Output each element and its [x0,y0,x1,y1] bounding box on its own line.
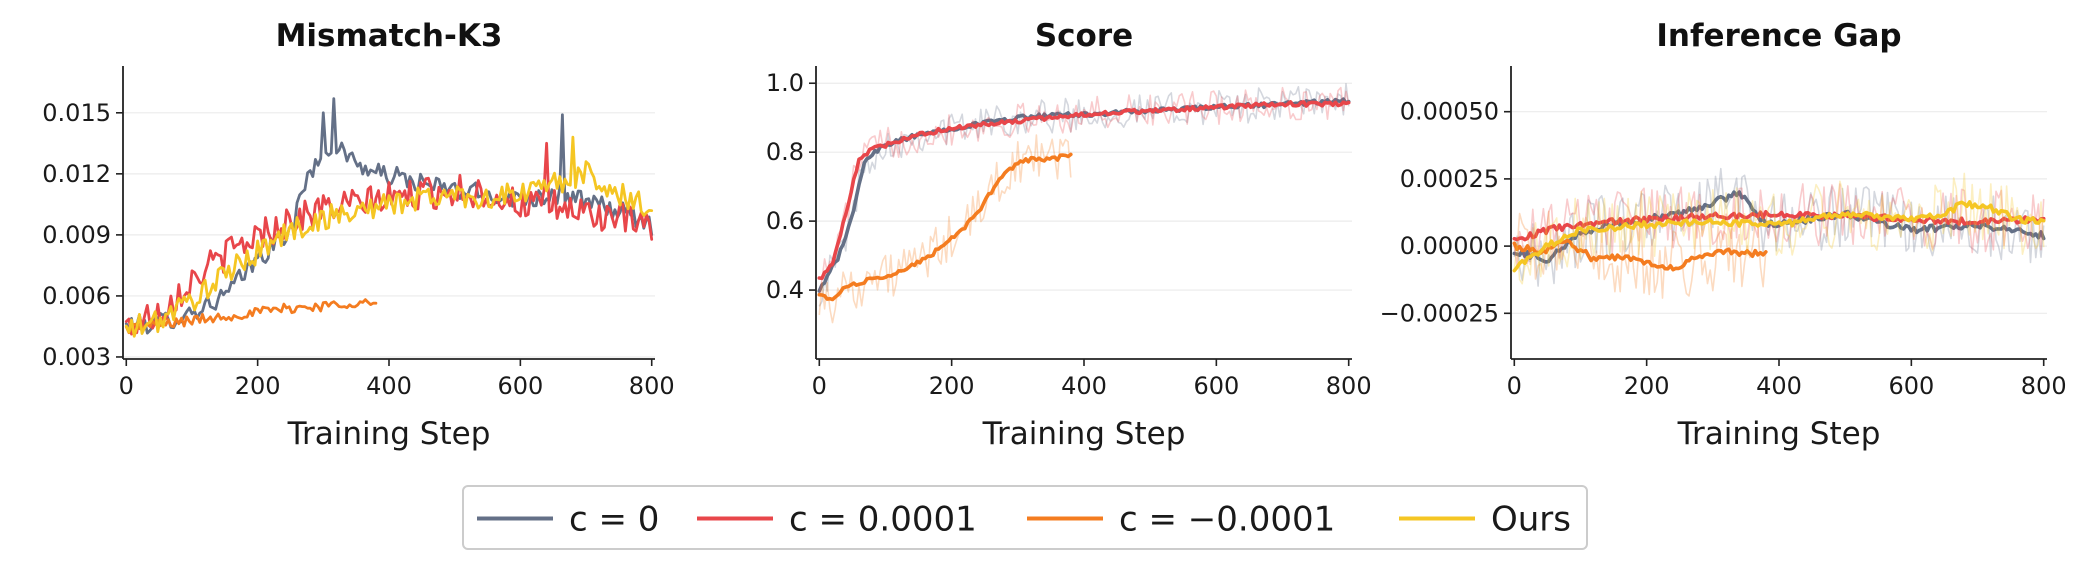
y-tick-label: 0.00000 [1400,232,1499,260]
y-tick-label: −0.00025 [1380,299,1499,327]
chart-panel-2: 0.4 0.6 0.8 1.0 0 200 400 600 800 Score Training S… [766,18,1372,452]
x-axis-label: Training Step [1677,416,1881,452]
series-line [1512,210,2046,242]
x-tick-label: 800 [1326,372,1372,400]
chart-panel-3: −0.00025 0.00000 0.00025 0.00050 0 200 400 600 8… [1380,18,2067,452]
y-tick-label: 0.012 [42,160,111,188]
y-tick-label: 0.003 [42,343,111,371]
series-group [124,97,654,338]
series-line [817,100,1351,281]
series-line [124,141,654,336]
y-tick-label: 0.4 [766,276,804,304]
y-tick-label: 0.006 [42,282,111,310]
chart-title: Score [1035,18,1133,54]
x-tick-label: 800 [2021,372,2067,400]
series-raw-line [1514,210,1767,299]
x-tick-label: 400 [1756,372,1802,400]
legend-label: c = 0 [569,500,659,540]
chart-title: Mismatch-K3 [276,18,503,54]
series-line [1512,190,2046,264]
series-line [124,135,654,338]
x-tick-label: 200 [235,372,281,400]
x-tick-label: 600 [1888,372,1934,400]
x-tick-label: 400 [366,372,412,400]
x-tick-label: 600 [497,372,543,400]
series-group [817,83,1351,324]
y-tick-label: 0.8 [766,138,804,166]
y-tick-label: 0.009 [42,221,111,249]
chart-panel-1: 0.003 0.006 0.009 0.012 0.015 0 200 400 600 800 Mi… [42,18,674,452]
x-tick-label: 0 [812,372,827,400]
legend: c = 0 c = 0.0001 c = −0.0001 Ours [462,485,1588,550]
series-line [1512,200,2046,273]
series-raw-line [818,86,1350,296]
series-line [817,152,1073,302]
y-tick-label: 0.00025 [1400,165,1499,193]
legend-label: c = −0.0001 [1119,500,1335,540]
series-line [124,298,378,335]
x-tick-label: 200 [1624,372,1670,400]
y-tick-label: 0.6 [766,207,804,235]
chart-title: Inference Gap [1656,18,1901,54]
x-axis-label: Training Step [982,416,1186,452]
legend-label: Ours [1491,500,1571,540]
x-axis-label: Training Step [287,416,491,452]
series-raw-line [1513,172,2045,285]
legend-box [462,485,1588,550]
chart-panels: 0.003 0.006 0.009 0.012 0.015 0 200 400 600 800 Mi… [42,18,2066,452]
x-tick-label: 0 [119,372,134,400]
legend-label: c = 0.0001 [789,500,977,540]
x-tick-label: 800 [629,372,675,400]
y-tick-label: 0.015 [42,99,111,127]
x-tick-label: 600 [1193,372,1239,400]
y-tick-label: 1.0 [766,69,804,97]
x-tick-label: 0 [1507,372,1522,400]
x-tick-label: 200 [929,372,975,400]
series-raw-line [1513,167,2045,287]
series-raw-line [818,134,1072,324]
x-tick-label: 400 [1061,372,1107,400]
y-tick-label: 0.00050 [1400,98,1499,126]
series-group [1512,167,2046,299]
